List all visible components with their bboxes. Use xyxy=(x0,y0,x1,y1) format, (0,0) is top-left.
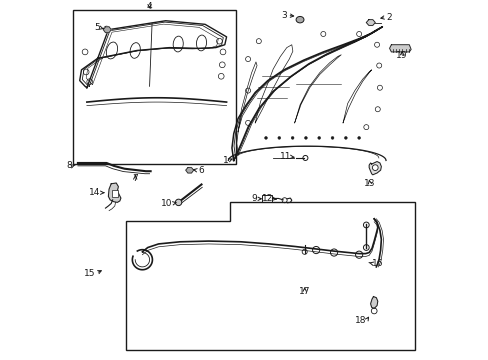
Text: 14: 14 xyxy=(89,188,100,197)
Text: 8: 8 xyxy=(67,161,72,170)
Text: 19: 19 xyxy=(396,51,407,60)
Text: 15: 15 xyxy=(84,269,96,278)
Circle shape xyxy=(344,136,346,139)
Polygon shape xyxy=(368,162,381,175)
Text: 10: 10 xyxy=(160,199,172,208)
Text: 3: 3 xyxy=(281,11,287,20)
Text: 4: 4 xyxy=(146,2,152,11)
Circle shape xyxy=(304,136,307,139)
Bar xyxy=(72,10,235,164)
Polygon shape xyxy=(103,27,111,32)
Text: 11: 11 xyxy=(279,152,290,161)
Ellipse shape xyxy=(296,17,304,23)
Circle shape xyxy=(372,165,377,171)
Bar xyxy=(112,190,118,197)
Circle shape xyxy=(357,136,360,139)
Text: 6: 6 xyxy=(198,166,203,175)
Circle shape xyxy=(317,136,320,139)
Polygon shape xyxy=(370,297,377,309)
Text: 9: 9 xyxy=(251,194,257,203)
Circle shape xyxy=(330,136,333,139)
Polygon shape xyxy=(366,20,374,26)
Text: 2: 2 xyxy=(385,13,391,22)
Text: 16: 16 xyxy=(371,259,383,268)
Circle shape xyxy=(175,199,182,206)
Circle shape xyxy=(264,136,267,139)
Text: 13: 13 xyxy=(364,179,375,188)
Circle shape xyxy=(290,136,293,139)
Polygon shape xyxy=(108,183,121,202)
Text: 1: 1 xyxy=(222,156,228,165)
Text: 17: 17 xyxy=(298,287,310,296)
Polygon shape xyxy=(389,45,410,52)
Bar xyxy=(262,195,272,202)
Polygon shape xyxy=(185,168,193,173)
Text: 12: 12 xyxy=(261,194,273,203)
Circle shape xyxy=(277,136,280,139)
Text: 18: 18 xyxy=(354,316,366,325)
Text: 5: 5 xyxy=(95,23,100,32)
Text: 7: 7 xyxy=(132,174,138,183)
